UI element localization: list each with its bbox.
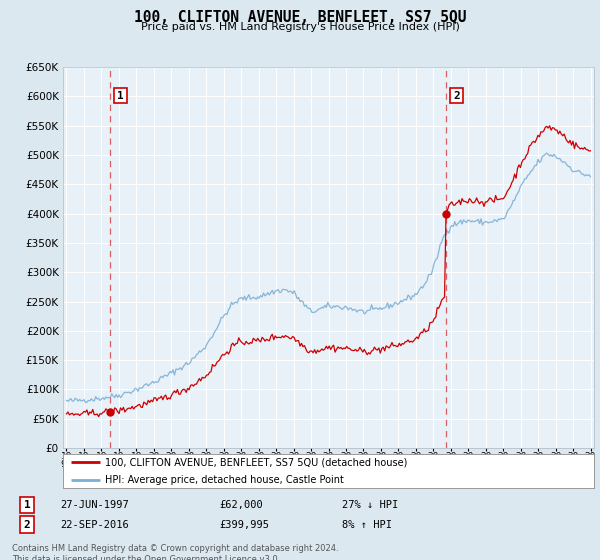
Text: 2: 2 [453,91,460,101]
Text: 8% ↑ HPI: 8% ↑ HPI [342,520,392,530]
Text: Contains HM Land Registry data © Crown copyright and database right 2024.
This d: Contains HM Land Registry data © Crown c… [12,544,338,560]
Text: 27-JUN-1997: 27-JUN-1997 [60,500,129,510]
Text: 100, CLIFTON AVENUE, BENFLEET, SS7 5QU: 100, CLIFTON AVENUE, BENFLEET, SS7 5QU [134,10,466,25]
Text: 100, CLIFTON AVENUE, BENFLEET, SS7 5QU (detached house): 100, CLIFTON AVENUE, BENFLEET, SS7 5QU (… [106,458,408,467]
Text: HPI: Average price, detached house, Castle Point: HPI: Average price, detached house, Cast… [106,475,344,484]
Text: £62,000: £62,000 [219,500,263,510]
Text: 22-SEP-2016: 22-SEP-2016 [60,520,129,530]
Text: 1: 1 [23,500,31,510]
Text: 2: 2 [23,520,31,530]
Text: 1: 1 [117,91,124,101]
Text: Price paid vs. HM Land Registry's House Price Index (HPI): Price paid vs. HM Land Registry's House … [140,22,460,32]
Text: £399,995: £399,995 [219,520,269,530]
Text: 27% ↓ HPI: 27% ↓ HPI [342,500,398,510]
